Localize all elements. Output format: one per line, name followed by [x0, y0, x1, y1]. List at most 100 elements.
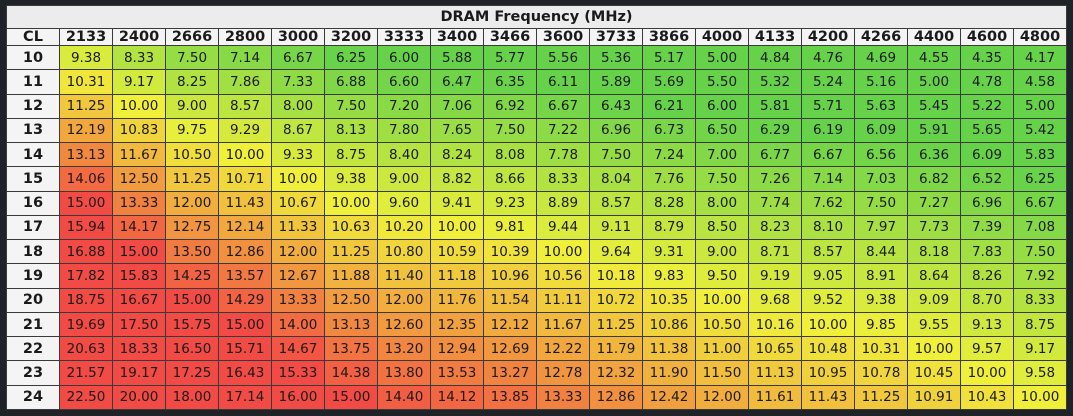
latency-cell: 12.94	[430, 336, 484, 362]
latency-cell: 6.67	[1013, 190, 1067, 216]
cl-row-header: 17	[6, 214, 60, 241]
table-row: 17 15.94 14.17 12.75 12.14 11.33 10.63 10.20 10.…	[6, 214, 1067, 241]
latency-cell: 8.40	[377, 142, 431, 168]
latency-cell: 16.88	[59, 239, 113, 265]
latency-cell: 9.57	[960, 336, 1014, 362]
latency-cell: 5.36	[589, 44, 643, 71]
latency-cell: 6.36	[907, 142, 961, 168]
latency-cell: 5.63	[854, 93, 908, 119]
latency-cell: 9.41	[430, 190, 484, 216]
latency-cell: 9.38	[59, 44, 113, 71]
latency-cell: 12.12	[483, 311, 537, 338]
latency-cell: 7.50	[165, 44, 219, 71]
latency-cell: 9.85	[854, 311, 908, 338]
latency-cell: 7.39	[960, 214, 1014, 241]
latency-cell: 15.94	[59, 214, 113, 241]
table-row: 22 20.63 18.33 16.50 15.71 14.67 13.75 13.20 12.…	[6, 336, 1067, 362]
latency-cell: 10.45	[907, 360, 961, 386]
latency-cell: 10.00	[695, 287, 749, 313]
latency-cell: 6.88	[324, 69, 378, 95]
table-row: 24 22.50 20.00 18.00 17.14 16.00 15.00 14.40 14.…	[6, 384, 1067, 411]
latency-cell: 10.63	[324, 214, 378, 241]
cl-row-header: 10	[6, 44, 60, 71]
latency-cell: 9.17	[1013, 336, 1067, 362]
latency-cell: 6.47	[430, 69, 484, 95]
latency-cell: 11.25	[589, 311, 643, 338]
frequency-header: 4400	[907, 28, 961, 46]
latency-cell: 19.17	[112, 360, 166, 386]
latency-cell: 12.22	[536, 336, 590, 362]
latency-cell: 16.67	[112, 287, 166, 313]
latency-cell: 13.85	[483, 384, 537, 411]
latency-cell: 11.43	[801, 384, 855, 411]
latency-cell: 8.33	[1013, 287, 1067, 313]
latency-cell: 12.19	[59, 117, 113, 144]
latency-cell: 18.00	[165, 384, 219, 411]
latency-table-frame: DRAM Frequency (MHz) CL 2133 2400 2666 2800…	[6, 5, 1067, 411]
latency-cell: 10.39	[483, 239, 537, 265]
frequency-header: 4266	[854, 28, 908, 46]
latency-cell: 12.14	[218, 214, 272, 241]
latency-cell: 8.28	[642, 190, 696, 216]
latency-cell: 13.33	[536, 384, 590, 411]
latency-cell: 15.83	[112, 263, 166, 289]
latency-cell: 11.67	[112, 142, 166, 168]
latency-cell: 8.66	[483, 166, 537, 192]
latency-cell: 5.88	[430, 44, 484, 71]
latency-cell: 10.00	[536, 239, 590, 265]
latency-cell: 7.50	[1013, 239, 1067, 265]
latency-cell: 8.57	[801, 239, 855, 265]
latency-cell: 11.13	[748, 360, 802, 386]
latency-cell: 6.73	[642, 117, 696, 144]
cl-row-header: 18	[6, 239, 60, 265]
latency-cell: 5.50	[695, 69, 749, 95]
frequency-header-row: CL 2133 2400 2666 2800 3000 3200 3333 3400 3466 3…	[6, 28, 1067, 46]
latency-cell: 6.35	[483, 69, 537, 95]
latency-cell: 8.75	[1013, 311, 1067, 338]
latency-cell: 7.27	[907, 190, 961, 216]
latency-cell: 10.83	[112, 117, 166, 144]
latency-cell: 8.67	[271, 117, 325, 144]
latency-cell: 9.11	[589, 214, 643, 241]
latency-cell: 14.17	[112, 214, 166, 241]
latency-cell: 4.84	[748, 44, 802, 71]
latency-cell: 12.35	[430, 311, 484, 338]
latency-cell: 14.38	[324, 360, 378, 386]
latency-cell: 16.00	[271, 384, 325, 411]
latency-cell: 11.25	[165, 166, 219, 192]
latency-cell: 7.20	[377, 93, 431, 119]
latency-cell: 12.00	[165, 190, 219, 216]
latency-cell: 8.04	[589, 166, 643, 192]
latency-cell: 11.18	[430, 263, 484, 289]
latency-cell: 10.86	[642, 311, 696, 338]
latency-cell: 9.13	[960, 311, 1014, 338]
latency-cell: 7.83	[960, 239, 1014, 265]
latency-cell: 8.26	[960, 263, 1014, 289]
frequency-header: 4000	[695, 28, 749, 46]
table-row: 13 12.19 10.83 9.75 9.29 8.67 8.13 7.80 7.65 7.50…	[6, 117, 1067, 144]
latency-cell: 12.69	[483, 336, 537, 362]
latency-cell: 6.96	[589, 117, 643, 144]
latency-cell: 8.57	[589, 190, 643, 216]
latency-cell: 11.61	[748, 384, 802, 411]
latency-cell: 14.06	[59, 166, 113, 192]
latency-cell: 12.00	[695, 384, 749, 411]
latency-cell: 11.54	[483, 287, 537, 313]
latency-cell: 4.76	[801, 44, 855, 71]
latency-cell: 7.50	[695, 166, 749, 192]
latency-cell: 15.00	[165, 287, 219, 313]
latency-cell: 5.45	[907, 93, 961, 119]
latency-cell: 7.97	[854, 214, 908, 241]
frequency-header: 2666	[165, 28, 219, 46]
latency-cell: 10.95	[801, 360, 855, 386]
table-row: 15 14.06 12.50 11.25 10.71 10.00 9.38 9.00 8.82 8…	[6, 166, 1067, 192]
latency-cell: 5.89	[589, 69, 643, 95]
latency-cell: 8.91	[854, 263, 908, 289]
latency-cell: 12.42	[642, 384, 696, 411]
frequency-header: 4200	[801, 28, 855, 46]
latency-cell: 6.92	[483, 93, 537, 119]
table-row: 11 10.31 9.17 8.25 7.86 7.33 6.88 6.60 6.47 6.35 6…	[6, 69, 1067, 95]
latency-cell: 7.50	[324, 93, 378, 119]
latency-cell: 10.00	[801, 311, 855, 338]
latency-cell: 9.68	[748, 287, 802, 313]
